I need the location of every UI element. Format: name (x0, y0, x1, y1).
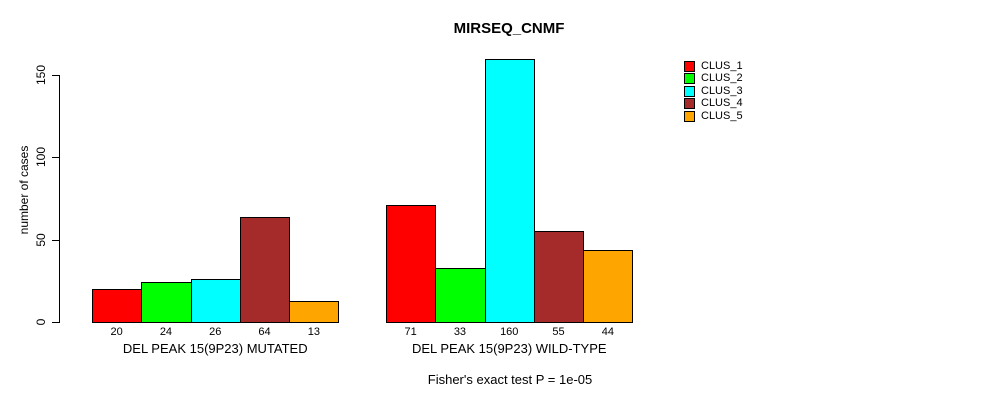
y-axis-tick (52, 322, 59, 323)
footer-annotation: Fisher's exact test P = 1e-05 (427, 372, 593, 387)
bar-value-label: 33 (453, 326, 467, 338)
bar-value-label: 71 (404, 326, 417, 338)
bar-clus_5-group1 (289, 300, 340, 323)
bar-clus_4-group2 (533, 231, 585, 323)
legend-label: CLUS_3 (701, 84, 743, 97)
legend-label: CLUS_2 (701, 72, 743, 85)
y-axis-tick-label: 100 (34, 147, 48, 168)
bar-value-label: 20 (110, 326, 123, 338)
legend-swatch (684, 73, 695, 85)
legend-label: CLUS_1 (701, 60, 743, 72)
bar-clus_1-group2 (386, 205, 437, 323)
bar-clus_2-group1 (141, 282, 192, 323)
y-axis-tick-label: 150 (34, 64, 48, 86)
legend-swatch (684, 85, 695, 97)
legend-swatch (684, 98, 695, 110)
bar-value-label: 26 (209, 326, 222, 338)
y-axis-tick-label: 50 (34, 232, 48, 247)
bar-value-label: 55 (552, 326, 565, 338)
group-label: DEL PEAK 15(9P23) WILD-TYPE (411, 341, 607, 356)
bar-value-label: 24 (159, 326, 173, 338)
bar-value-label: 64 (258, 326, 271, 338)
bar-value-label: 160 (500, 326, 519, 338)
bar-clus_1-group1 (92, 289, 143, 323)
bar-value-label: 44 (601, 326, 614, 338)
bar-value-label: 13 (307, 326, 320, 338)
bar-clus_3-group2 (484, 58, 535, 323)
legend-swatch (684, 61, 695, 72)
legend-label: CLUS_4 (701, 97, 743, 110)
bar-clus_4-group1 (239, 216, 291, 323)
group-label: DEL PEAK 15(9P23) MUTATED (122, 341, 308, 356)
y-axis-label: number of cases (17, 145, 31, 235)
chart-title: MIRSEQ_CNMF (453, 20, 565, 37)
bar-clus_3-group1 (190, 279, 241, 323)
y-axis-tick (52, 239, 59, 241)
y-axis-tick (52, 75, 59, 76)
legend-swatch (684, 110, 695, 122)
y-axis-line (59, 75, 60, 323)
bar-clus_5-group2 (583, 249, 634, 323)
bar-clus_2-group2 (435, 267, 486, 323)
y-axis-tick-label: 0 (34, 318, 48, 326)
legend-label: CLUS_5 (701, 109, 743, 122)
y-axis-tick (52, 157, 59, 159)
